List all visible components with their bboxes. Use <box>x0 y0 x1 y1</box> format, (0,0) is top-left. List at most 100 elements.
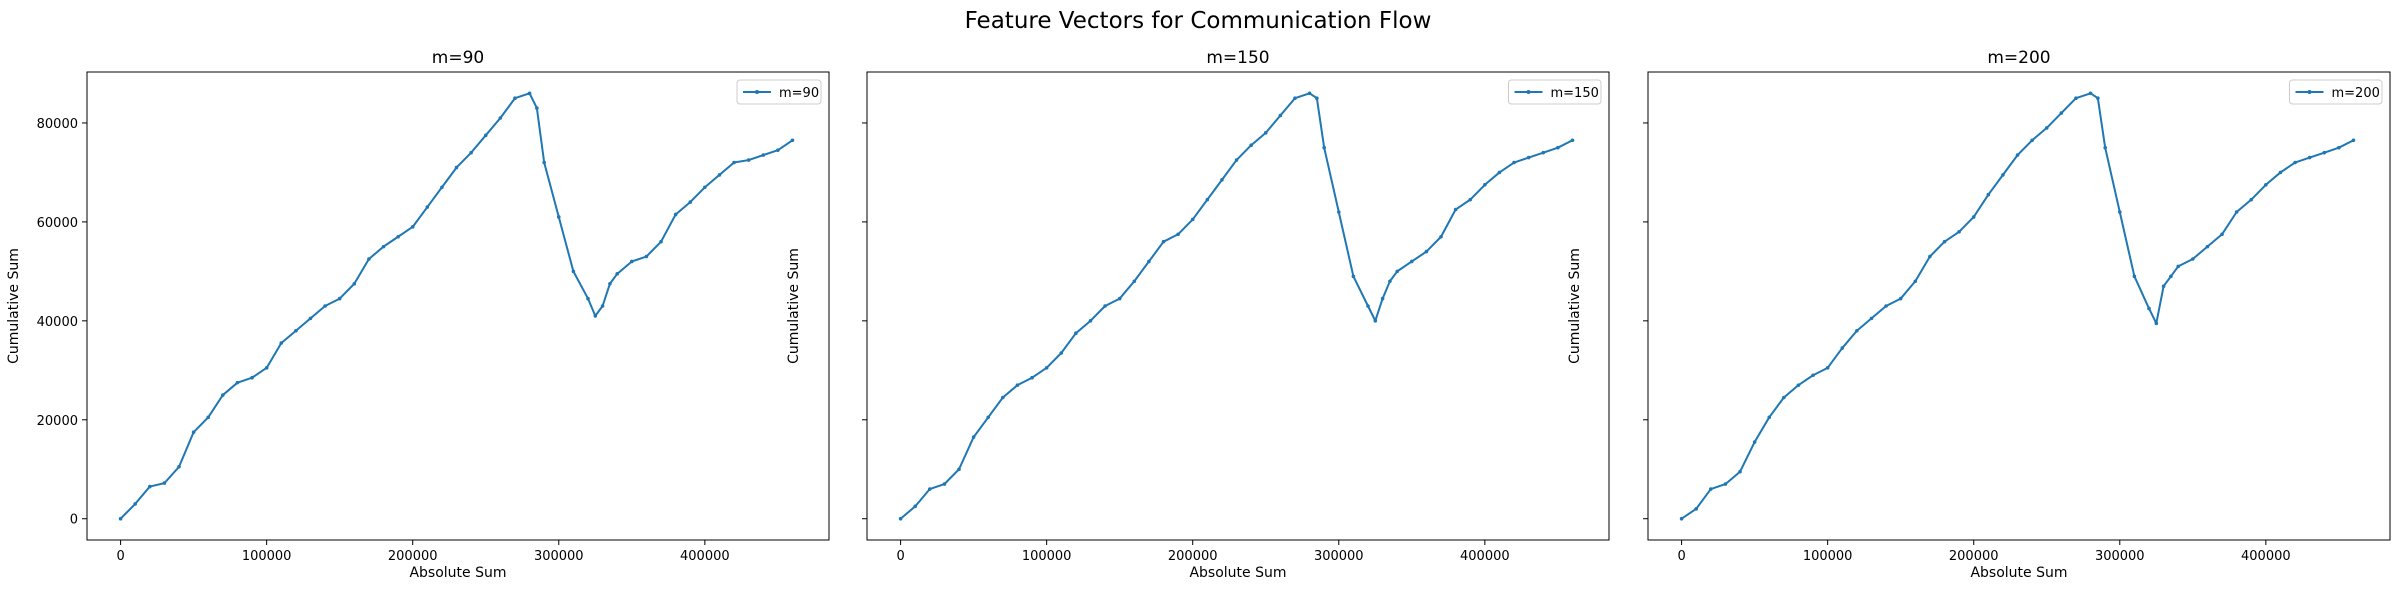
data-point <box>133 502 137 506</box>
x-axis-label: Absolute Sum <box>1970 565 2067 581</box>
data-point <box>454 165 459 170</box>
data-point <box>410 225 415 229</box>
data-point <box>688 200 693 204</box>
data-point <box>2176 264 2181 269</box>
data-point <box>1869 316 1874 321</box>
legend-label: m=150 <box>1551 86 1599 101</box>
data-point <box>2147 306 2151 311</box>
data-point <box>221 393 225 397</box>
data-point <box>2351 138 2356 143</box>
chart-panel-2: m=150 0 100000 200000 300000 400000 Absolute S… <box>786 48 1610 581</box>
series-line <box>1681 92 2354 520</box>
data-point <box>337 296 342 301</box>
data-point <box>250 375 254 380</box>
legend-marker <box>1526 90 1531 94</box>
data-point <box>1855 328 1859 333</box>
data-point <box>1117 296 1122 301</box>
data-point <box>191 430 196 434</box>
data-point <box>571 269 576 274</box>
data-point <box>235 380 240 385</box>
data-point <box>2337 145 2341 150</box>
chart-panel-3: m=200 0 100000 200000 300000 400000 Absolute S… <box>1567 48 2391 581</box>
data-point <box>279 341 284 345</box>
data-point <box>1059 351 1064 355</box>
data-point <box>440 185 444 190</box>
y-tick-label: 0 <box>70 513 78 528</box>
data-point <box>703 185 707 190</box>
data-point <box>1752 440 1757 444</box>
data-point <box>1928 254 1932 259</box>
data-point <box>1483 182 1487 187</box>
x-tick-label: 0 <box>896 549 904 564</box>
y-tick-label: 60000 <box>37 216 78 231</box>
data-point <box>913 504 917 509</box>
legend: m=150 <box>1508 79 1602 105</box>
data-point <box>1103 304 1107 308</box>
chart-panel-1: m=90 0 100000 200000 300000 400000 0 20000 40000… <box>6 48 830 581</box>
data-point <box>308 316 313 321</box>
data-point <box>535 106 539 110</box>
data-point <box>942 482 947 486</box>
data-point <box>118 516 123 521</box>
data-point <box>1190 217 1195 222</box>
data-point <box>586 296 590 301</box>
data-point <box>264 366 269 370</box>
data-point <box>746 158 751 162</box>
data-point <box>1424 249 1429 254</box>
data-point <box>1147 259 1151 264</box>
data-point <box>1942 239 1947 244</box>
data-point <box>2278 170 2283 175</box>
data-point <box>2132 274 2137 279</box>
data-point <box>2249 197 2254 202</box>
y-axis-label: Cumulative Sum <box>1567 248 1583 364</box>
data-point <box>600 304 605 308</box>
legend-box <box>736 79 822 105</box>
data-point <box>425 205 430 209</box>
legend-box <box>1508 79 1602 105</box>
data-point <box>1884 304 1888 308</box>
data-point <box>1913 279 1918 284</box>
data-point <box>1986 192 1991 197</box>
data-point <box>352 281 357 286</box>
data-point <box>1278 113 1283 118</box>
data-point <box>1205 197 1210 202</box>
data-point <box>1410 259 1414 264</box>
data-point <box>148 484 152 489</box>
axes-frame <box>1647 71 2391 541</box>
data-point <box>177 464 181 469</box>
data-point <box>1570 138 1575 143</box>
data-point <box>396 234 400 239</box>
data-point <box>1161 239 1166 244</box>
x-tick-label: 200000 <box>1949 549 1999 564</box>
data-point <box>1468 197 1473 202</box>
data-point <box>2161 284 2166 289</box>
data-point <box>1373 319 1378 323</box>
data-point <box>971 435 976 439</box>
chart-panels: m=900 100000 200000 300000 40000002000040000… <box>6 48 2391 581</box>
data-point <box>2264 182 2268 187</box>
legend-box <box>2289 79 2383 105</box>
data-point <box>556 215 561 219</box>
data-point <box>717 173 722 177</box>
data-point <box>644 254 649 259</box>
data-point <box>367 257 371 261</box>
data-point <box>2205 244 2210 249</box>
data-point <box>928 487 932 491</box>
axes-frame <box>866 71 1610 541</box>
data-point <box>2030 138 2034 143</box>
x-tick-label: 0 <box>1677 549 1685 564</box>
data-point <box>1395 269 1400 274</box>
data-point <box>1380 296 1385 301</box>
legend-label: m=90 <box>779 86 819 101</box>
x-tick-label: 400000 <box>1460 549 1510 564</box>
y-axis-label: Cumulative Sum <box>786 248 802 364</box>
y-tick-label: 80000 <box>37 117 78 132</box>
data-point <box>1898 296 1903 301</box>
legend-marker <box>755 90 759 94</box>
data-point <box>898 516 903 521</box>
legend-marker <box>2307 90 2312 94</box>
data-point <box>2015 153 2020 157</box>
data-point <box>1738 469 1742 474</box>
data-point <box>1453 207 1458 212</box>
legend: m=200 <box>2289 79 2383 105</box>
